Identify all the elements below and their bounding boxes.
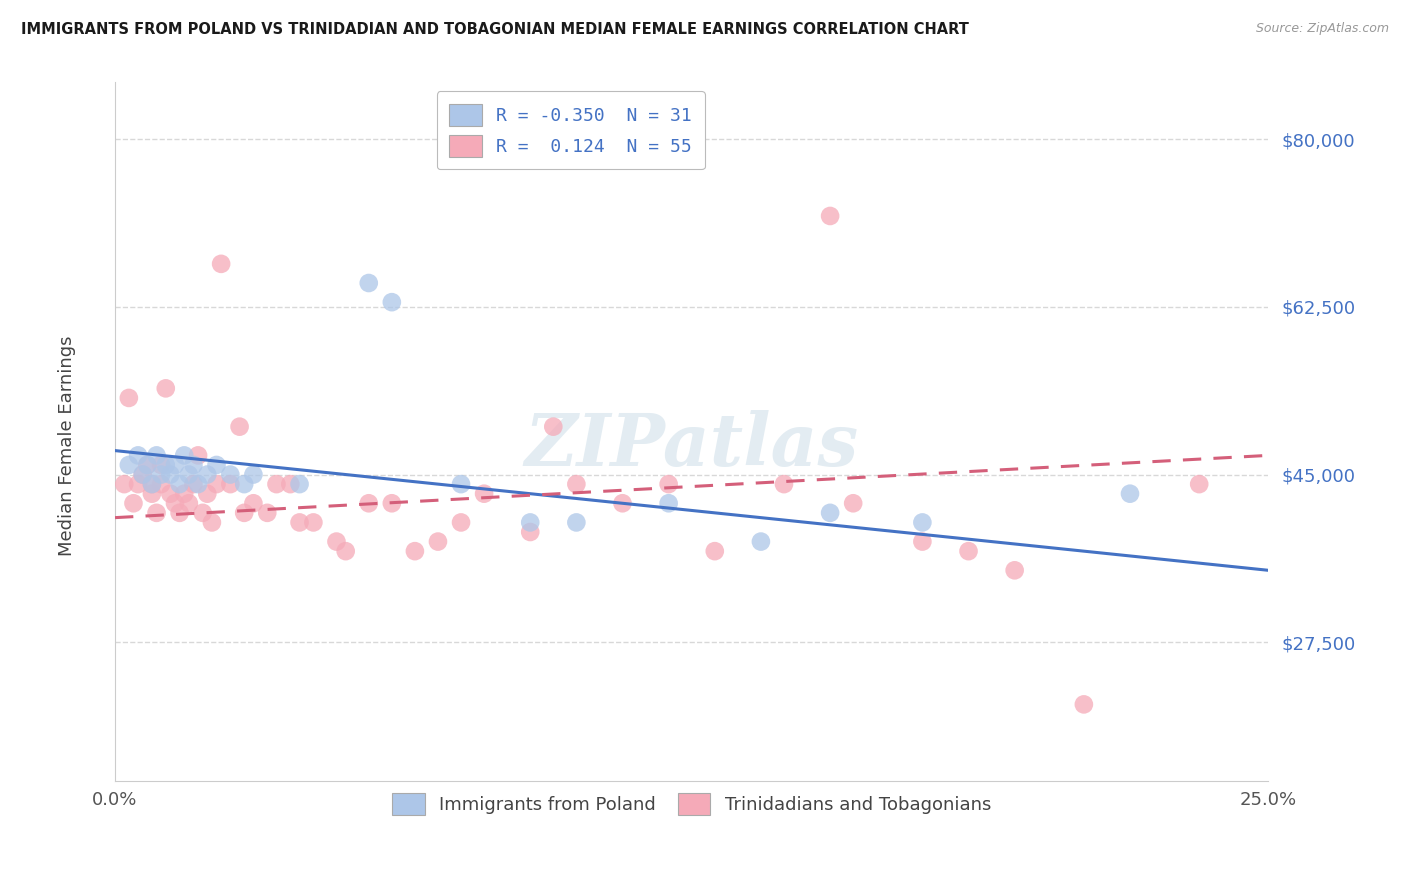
Point [957, 544, 980, 558]
Text: Source: ZipAtlas.com: Source: ZipAtlas.com [1256, 22, 1389, 36]
Point [1188, 477, 1211, 491]
Point [177, 467, 200, 482]
Point [357, 496, 380, 510]
Point [842, 496, 865, 510]
Point [187, 449, 209, 463]
Point [131, 467, 153, 482]
Point [404, 544, 426, 558]
Point [122, 496, 145, 510]
Point [187, 477, 209, 491]
Point [302, 516, 325, 530]
Point [195, 486, 218, 500]
Point [325, 534, 347, 549]
Point [233, 506, 256, 520]
Point [242, 467, 264, 482]
Point [426, 534, 449, 549]
Point [288, 516, 311, 530]
Point [150, 477, 173, 491]
Point [228, 419, 250, 434]
Point [150, 467, 173, 482]
Point [278, 477, 301, 491]
Point [658, 496, 681, 510]
Point [205, 477, 228, 491]
Point [703, 544, 725, 558]
Point [219, 467, 242, 482]
Point [773, 477, 796, 491]
Text: ZIPatlas: ZIPatlas [524, 410, 859, 481]
Point [1119, 486, 1142, 500]
Text: Median Female Earnings: Median Female Earnings [59, 335, 76, 557]
Point [136, 458, 159, 472]
Legend: Immigrants from Poland, Trinidadians and Tobagonians: Immigrants from Poland, Trinidadians and… [384, 784, 1000, 824]
Point [118, 391, 141, 405]
Point [136, 458, 159, 472]
Point [911, 516, 934, 530]
Point [205, 458, 228, 472]
Point [163, 458, 186, 472]
Point [145, 506, 167, 520]
Point [519, 524, 541, 539]
Point [191, 506, 214, 520]
Point [141, 477, 163, 491]
Point [612, 496, 634, 510]
Point [450, 516, 472, 530]
Point [565, 516, 588, 530]
Point [127, 477, 149, 491]
Point [1073, 698, 1095, 712]
Point [177, 496, 200, 510]
Point [472, 486, 495, 500]
Point [288, 477, 311, 491]
Point [519, 516, 541, 530]
Point [450, 477, 472, 491]
Point [201, 516, 224, 530]
Point [163, 496, 186, 510]
Point [155, 458, 177, 472]
Point [381, 295, 404, 310]
Text: IMMIGRANTS FROM POLAND VS TRINIDADIAN AND TOBAGONIAN MEDIAN FEMALE EARNINGS CORR: IMMIGRANTS FROM POLAND VS TRINIDADIAN AN… [21, 22, 969, 37]
Point [818, 506, 841, 520]
Point [155, 381, 177, 395]
Point [183, 477, 205, 491]
Point [1004, 563, 1026, 577]
Point [169, 477, 191, 491]
Point [911, 534, 934, 549]
Point [749, 534, 772, 549]
Point [112, 477, 135, 491]
Point [209, 257, 232, 271]
Point [173, 486, 195, 500]
Point [145, 449, 167, 463]
Point [256, 506, 278, 520]
Point [357, 276, 380, 290]
Point [818, 209, 841, 223]
Point [242, 496, 264, 510]
Point [183, 458, 205, 472]
Point [381, 496, 404, 510]
Point [173, 449, 195, 463]
Point [141, 486, 163, 500]
Point [658, 477, 681, 491]
Point [159, 467, 181, 482]
Point [266, 477, 288, 491]
Point [127, 449, 149, 463]
Point [131, 467, 153, 482]
Point [195, 467, 218, 482]
Point [141, 477, 163, 491]
Point [565, 477, 588, 491]
Point [219, 477, 242, 491]
Point [233, 477, 256, 491]
Point [335, 544, 357, 558]
Point [159, 486, 181, 500]
Point [543, 419, 565, 434]
Point [169, 506, 191, 520]
Point [150, 458, 173, 472]
Point [118, 458, 141, 472]
